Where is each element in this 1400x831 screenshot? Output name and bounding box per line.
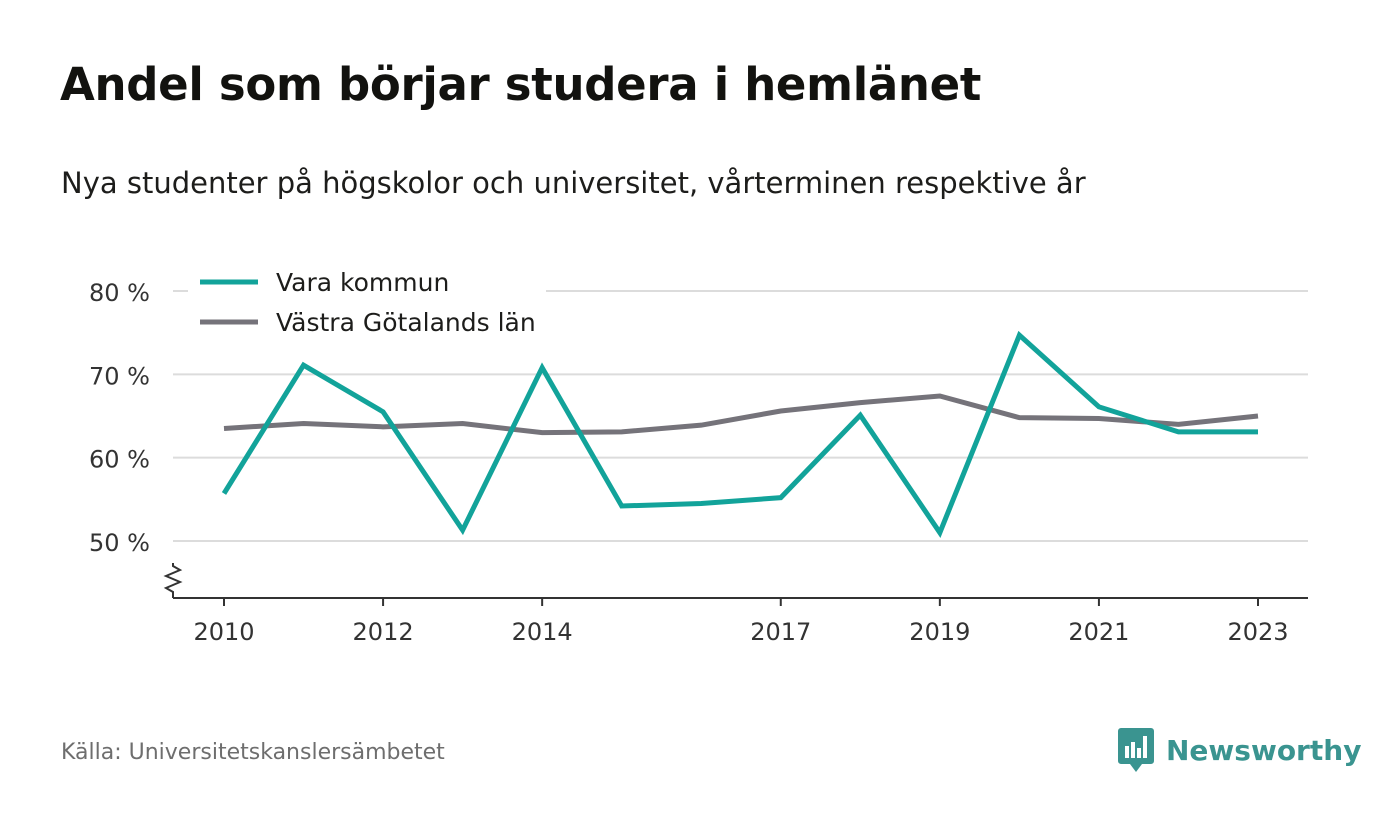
axes: 50 % 60 % 70 % 80 % 2010 2012 2014 2017 2019 2021… xyxy=(89,279,1308,646)
x-tick-label: 2014 xyxy=(512,618,573,646)
x-tick-label: 2017 xyxy=(750,618,811,646)
chart-title: Andel som börjar studera i hemlänet xyxy=(60,58,982,111)
brand-name: Newsworthy xyxy=(1166,733,1362,767)
x-tick-label: 2021 xyxy=(1068,618,1129,646)
y-tick-label: 80 % xyxy=(89,279,150,307)
legend-label: Västra Götalands län xyxy=(276,308,536,337)
y-tick-label: 60 % xyxy=(89,446,150,474)
y-tick-label: 50 % xyxy=(89,529,150,557)
axis-break-icon xyxy=(163,563,183,598)
chart-subtitle: Nya studenter på högskolor och universit… xyxy=(61,166,1086,200)
line-chart: 50 % 60 % 70 % 80 % 2010 2012 2014 2017 2019 2021… xyxy=(89,262,1308,646)
legend: Vara kommun Västra Götalands län xyxy=(188,262,546,344)
source-note: Källa: Universitetskanslersämbetet xyxy=(61,740,445,765)
legend-background xyxy=(188,262,546,344)
brand-logo: Newsworthy xyxy=(1118,727,1361,773)
series-lines xyxy=(221,330,1259,538)
y-tick-label: 70 % xyxy=(89,362,150,390)
x-tick-label: 2023 xyxy=(1227,618,1288,646)
newsworthy-logo-icon xyxy=(1118,728,1154,772)
x-tick-label: 2012 xyxy=(353,618,414,646)
legend-label: Vara kommun xyxy=(276,268,449,297)
series-line xyxy=(221,330,1258,538)
x-tick-label: 2019 xyxy=(909,618,970,646)
x-tick-label: 2010 xyxy=(193,618,254,646)
series-line xyxy=(223,393,1259,436)
